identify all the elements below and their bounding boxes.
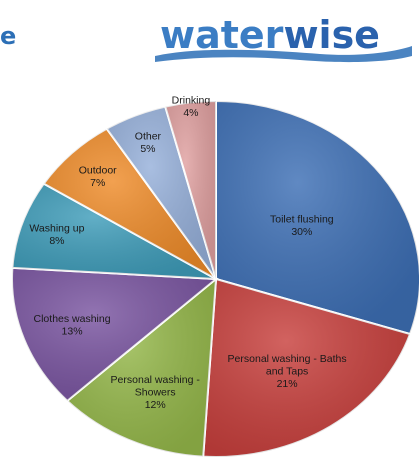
pie-slice-shading — [67, 279, 216, 457]
slice-category-label: Washing up — [29, 223, 84, 235]
slice-category-label: and Taps — [266, 365, 308, 377]
svg-text:waterwise: waterwise — [160, 13, 380, 57]
pie-slice-shading — [165, 101, 216, 279]
slice-value-label: 21% — [277, 378, 298, 390]
pie-slice-shading — [216, 101, 419, 335]
pie-slice-shading — [12, 267, 217, 401]
logo-wave — [155, 46, 412, 63]
slice-category-label: Personal washing - Baths — [228, 353, 347, 365]
logo-text-water: water — [160, 13, 284, 57]
slice-category-label: Drinking — [172, 95, 211, 107]
slice-category-label: Clothes washing — [34, 313, 111, 325]
slice-value-label: 4% — [183, 107, 198, 119]
cropped-title-fragment: e — [0, 22, 17, 50]
slice-category-label: Outdoor — [79, 165, 117, 177]
pie-slice-shading — [12, 183, 217, 279]
slice-value-label: 5% — [140, 143, 155, 155]
slice-category-label: Personal washing - — [111, 374, 201, 386]
slice-value-label: 13% — [62, 325, 83, 337]
pie-slice-shading — [106, 106, 216, 279]
slice-value-label: 30% — [291, 226, 312, 238]
slice-category-label: Toilet flushing — [270, 213, 334, 225]
pie-slice-shading — [203, 279, 411, 457]
slice-value-label: 7% — [90, 177, 105, 189]
slice-value-label: 12% — [145, 399, 166, 411]
pie-slice-shading — [43, 128, 216, 279]
slice-category-label: Showers — [135, 387, 176, 399]
logo-text-wise: wise — [283, 13, 380, 57]
waterwise-logo: waterwise — [155, 13, 412, 63]
slice-value-label: 8% — [49, 235, 64, 247]
slice-category-label: Other — [135, 131, 162, 143]
